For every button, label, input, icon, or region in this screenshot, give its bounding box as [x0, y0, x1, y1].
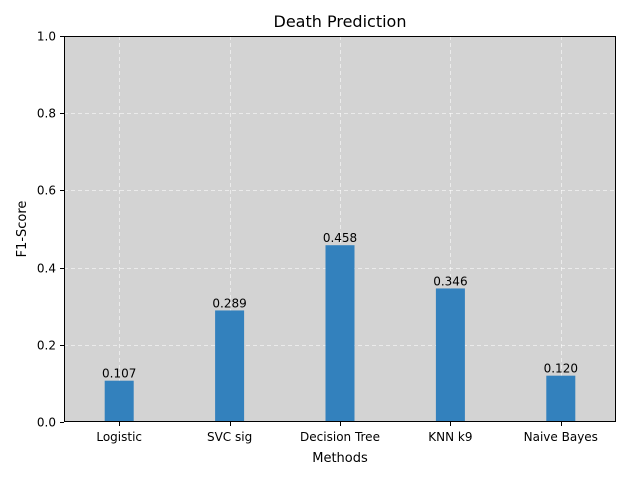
bar [325, 245, 355, 422]
bar-value-label: 0.346 [433, 274, 467, 288]
y-tick-label: 0.2 [37, 339, 56, 353]
x-tick-label: Logistic [96, 430, 142, 444]
y-tick-label: 0.8 [37, 107, 56, 121]
bars [104, 245, 576, 422]
y-axis-label: F1-Score [15, 201, 30, 258]
bar [435, 288, 465, 422]
plot-frame [64, 36, 616, 422]
bar-value-label: 0.458 [323, 231, 357, 245]
y-tick-label: 0.0 [37, 416, 56, 430]
bar-value-label: 0.120 [544, 362, 578, 376]
x-axis-label: Methods [312, 451, 368, 466]
x-tick-label: SVC sig [207, 430, 252, 444]
y-tick-label: 0.4 [37, 262, 56, 276]
x-axis-ticks: Logistic SVC sig Decision Tree KNN k9 Naive … [96, 422, 598, 444]
bar-value-label: 0.289 [212, 296, 246, 310]
y-tick-label: 0.6 [37, 184, 56, 198]
bar [546, 375, 576, 422]
bar [215, 310, 245, 422]
chart-title: Death Prediction [274, 12, 407, 31]
bar [104, 380, 134, 422]
data-labels: 0.107 0.289 0.458 0.346 0.120 [102, 231, 578, 380]
bar-value-label: 0.107 [102, 367, 136, 381]
x-tick-label: Decision Tree [300, 430, 380, 444]
x-tick-label: KNN k9 [428, 430, 472, 444]
y-tick-label: 1.0 [37, 30, 56, 44]
y-axis-ticks: 0.0 0.2 0.4 0.6 0.8 1.0 [37, 30, 64, 430]
x-tick-label: Naive Bayes [524, 430, 598, 444]
